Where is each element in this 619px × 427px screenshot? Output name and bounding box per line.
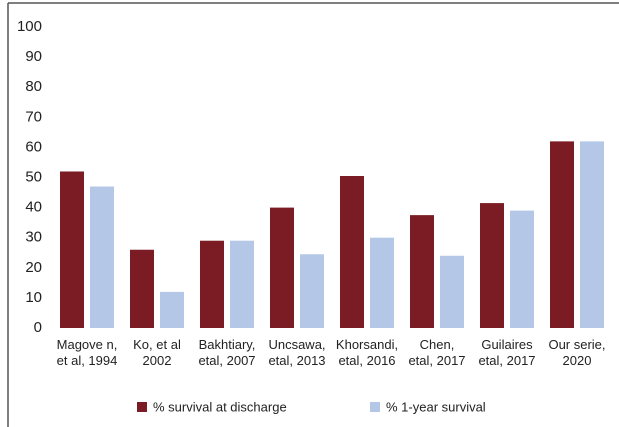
bar <box>440 255 464 328</box>
x-tick-label: Bakhtiary, etal, 2007 <box>198 337 256 368</box>
y-tick-label: 30 <box>25 229 42 246</box>
y-tick-label: 70 <box>25 108 42 125</box>
bar <box>160 291 184 328</box>
bar <box>510 210 534 328</box>
y-tick-label: 10 <box>25 289 42 306</box>
bar <box>130 249 154 328</box>
y-tick-label: 100 <box>17 18 42 35</box>
x-tick-label: Guilaires etal, 2017 <box>478 337 536 368</box>
bar <box>340 175 364 328</box>
x-tick-label: Khorsandi, etal, 2016 <box>335 337 399 368</box>
legend-swatch <box>137 402 147 412</box>
bar <box>550 141 574 328</box>
bar <box>90 186 114 328</box>
y-tick-label: 20 <box>25 259 42 276</box>
legend-label: % survival at discharge <box>153 399 287 414</box>
bar <box>480 203 504 328</box>
x-tick-label: Ko, et al 2002 <box>133 337 181 368</box>
legend-swatch <box>370 402 380 412</box>
y-tick-label: 50 <box>25 168 42 185</box>
x-tick-label: Magove n, et al, 1994 <box>56 337 118 368</box>
bar <box>580 141 604 328</box>
y-tick-label: 0 <box>34 319 42 336</box>
y-tick-label: 90 <box>25 48 42 65</box>
bar <box>370 237 394 328</box>
y-tick-label: 40 <box>25 199 42 216</box>
bar <box>230 240 254 328</box>
bar <box>300 254 324 328</box>
bar <box>200 240 224 328</box>
bar <box>410 215 434 328</box>
x-tick-label: Our serie, 2020 <box>548 337 606 368</box>
y-tick-label: 80 <box>25 78 42 95</box>
x-tick-label: Uncsawa, etal, 2013 <box>268 337 326 368</box>
x-tick-label: Chen, etal, 2017 <box>408 337 466 368</box>
legend-label: % 1-year survival <box>386 399 486 414</box>
bar <box>60 171 84 328</box>
bar <box>270 207 294 328</box>
y-tick-label: 60 <box>25 138 42 155</box>
